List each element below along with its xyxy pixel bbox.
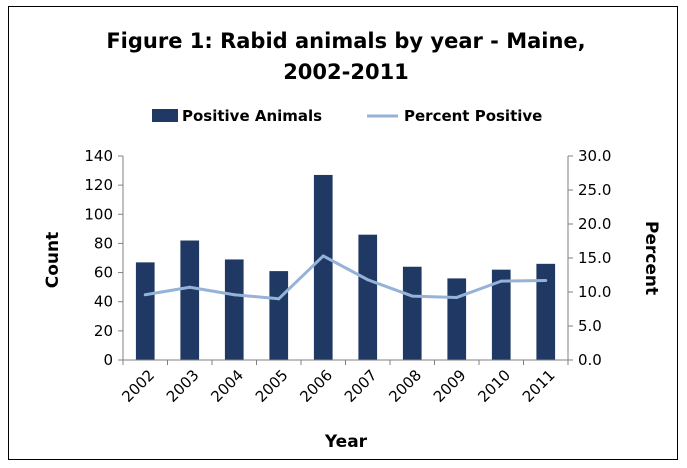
- percent-positive-line: [145, 254, 546, 301]
- bar-2011: [536, 263, 556, 360]
- x-tick-label: 2005: [252, 366, 292, 406]
- y-tick-label: 120: [84, 176, 113, 194]
- x-tick-label: 2011: [519, 366, 559, 406]
- y-tick-label: 20: [94, 322, 113, 340]
- x-tick-label: 2010: [474, 366, 514, 406]
- y-axis-title: Count: [43, 232, 63, 289]
- figure-frame: [8, 6, 678, 460]
- bar-2003: [180, 240, 200, 360]
- legend-swatch-bars: [152, 109, 178, 122]
- y2-tick-label: 25.0: [578, 181, 611, 199]
- y-tick-label: 140: [84, 147, 113, 165]
- y2-tick-label: 5.0: [578, 317, 602, 335]
- bar-2002: [135, 262, 155, 360]
- y-tick-label: 60: [94, 264, 113, 282]
- percent-point-2008: [410, 294, 414, 298]
- x-axis-title: Year: [324, 432, 368, 452]
- bar-2009: [447, 278, 467, 360]
- plot-area: 0 20 40 60 80 100 120 140 0.0 5.0 10.0 15.0 20.0 25.0…: [84, 147, 611, 406]
- y2-tick-label: 15.0: [578, 249, 611, 267]
- y2-axis-title: Percent: [641, 221, 661, 295]
- chart-title: Figure 1: Rabid animals by year - Maine,: [106, 29, 585, 53]
- bar-2006: [313, 174, 333, 360]
- percent-point-2006: [321, 254, 325, 258]
- bar-2008: [402, 266, 422, 360]
- bar-2007: [358, 234, 378, 360]
- percent-point-2004: [232, 293, 236, 297]
- y2-tick-label: 0.0: [578, 351, 602, 369]
- percent-point-2011: [544, 278, 548, 282]
- x-tick-label: 2003: [163, 366, 203, 406]
- y-tick-label: 0: [103, 351, 113, 369]
- bar-2010: [491, 269, 511, 360]
- bar-2005: [269, 271, 289, 360]
- x-tick-label: 2006: [296, 366, 336, 406]
- y2-tick-label: 10.0: [578, 283, 611, 301]
- legend-label-bars: Positive Animals: [182, 107, 322, 125]
- percent-point-2007: [366, 278, 370, 282]
- legend-label-line: Percent Positive: [404, 107, 542, 125]
- x-tick-label: 2004: [207, 366, 247, 406]
- x-tick-label: 2007: [341, 366, 381, 406]
- percent-point-2003: [188, 285, 192, 289]
- x-tick-label: 2009: [430, 366, 470, 406]
- y-tick-label: 40: [94, 293, 113, 311]
- x-tick-label: 2002: [118, 366, 158, 406]
- percent-point-2009: [455, 295, 459, 299]
- bar-2004: [224, 259, 244, 360]
- chart-title-line2: 2002-2011: [283, 60, 409, 84]
- x-tick-label: 2008: [385, 366, 425, 406]
- y2-tick-label: 30.0: [578, 147, 611, 165]
- y-tick-label: 100: [84, 205, 113, 223]
- percent-point-2002: [143, 293, 147, 297]
- y2-tick-label: 20.0: [578, 215, 611, 233]
- percent-point-2005: [277, 297, 281, 301]
- percent-point-2010: [499, 279, 503, 283]
- y-tick-label: 80: [94, 234, 113, 252]
